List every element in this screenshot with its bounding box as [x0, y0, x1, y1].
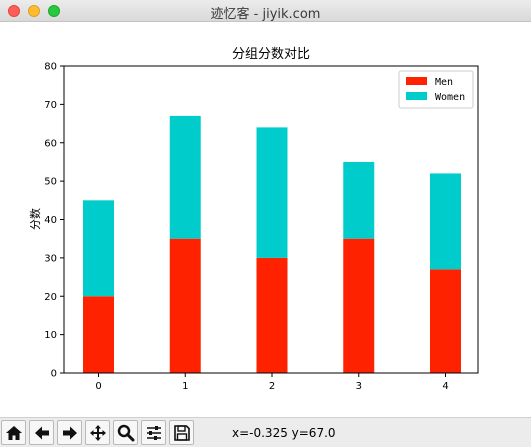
axes-frame [63, 65, 479, 374]
chart-title: 分组分数对比 [232, 47, 310, 62]
bar-women-4 [430, 173, 461, 270]
pan-button[interactable] [85, 420, 110, 445]
y-tick-label: 50 [44, 177, 57, 188]
bar-women-3 [343, 161, 375, 239]
legend-label-men: Men [435, 77, 453, 88]
home-button[interactable] [1, 420, 26, 445]
y-tick-label: 80 [44, 62, 57, 73]
y-tick-label: 20 [44, 292, 57, 303]
x-tick-label: 2 [269, 381, 275, 392]
subplots-config-icon [146, 425, 161, 440]
bars-group [83, 115, 461, 373]
zoom-button[interactable] [113, 420, 138, 445]
y-tick-label: 0 [51, 369, 57, 380]
x-tick-label: 1 [182, 381, 188, 392]
window-title: 迹忆客 - jiyik.com [210, 7, 321, 22]
bar-women-2 [256, 127, 288, 258]
title-bar: 迹忆客 - jiyik.com [0, 0, 531, 22]
pan-icon [89, 424, 106, 441]
legend-swatch-women [406, 92, 427, 100]
zoom-icon [117, 424, 134, 441]
bar-men-2 [256, 257, 288, 373]
back-arrow-icon [34, 426, 49, 439]
subplots-config-button[interactable] [141, 420, 166, 445]
bar-men-3 [343, 238, 375, 373]
y-tick-label: 70 [44, 100, 57, 111]
close-window-button[interactable] [8, 5, 20, 17]
x-tick-label: 4 [442, 381, 448, 392]
x-tick-label: 3 [356, 381, 362, 392]
bar-women-0 [83, 200, 114, 297]
back-button[interactable] [29, 420, 54, 445]
x-tick-label: 0 [95, 381, 101, 392]
bar-men-4 [430, 269, 461, 373]
y-tick-label: 60 [44, 138, 57, 149]
maximize-window-button[interactable] [48, 5, 60, 17]
y-axis-label: 分数 [29, 208, 42, 230]
save-button[interactable] [169, 420, 194, 445]
y-tick-label: 10 [44, 330, 57, 341]
navigation-toolbar: x=-0.325 y=67.0 [0, 417, 531, 447]
y-tick-label: 30 [44, 253, 57, 264]
cursor-coordinates: x=-0.325 y=67.0 [232, 426, 336, 440]
stacked-bar-chart: 分组分数对比 分数 0 10 20 30 40 50 60 70 80 0 1 2 3 4 Men Wom… [29, 47, 479, 392]
save-icon [173, 424, 190, 441]
minimize-window-button[interactable] [28, 5, 40, 17]
forward-button[interactable] [57, 420, 82, 445]
home-icon [5, 425, 22, 440]
y-ticks-group: 0 10 20 30 40 50 60 70 80 [44, 62, 64, 380]
bar-men-0 [83, 296, 114, 373]
forward-arrow-icon [62, 426, 77, 439]
y-tick-label: 40 [44, 215, 57, 226]
plot-area[interactable]: 分组分数对比 分数 0 10 20 30 40 50 60 70 80 0 1 2 3 4 Men Wom… [0, 22, 531, 417]
legend-swatch-men [406, 77, 427, 85]
x-ticks-group: 0 1 2 3 4 [95, 373, 449, 392]
bar-men-1 [169, 238, 201, 373]
bar-women-1 [169, 115, 201, 239]
legend-label-women: Women [435, 92, 465, 103]
legend: Men Women [398, 70, 474, 109]
